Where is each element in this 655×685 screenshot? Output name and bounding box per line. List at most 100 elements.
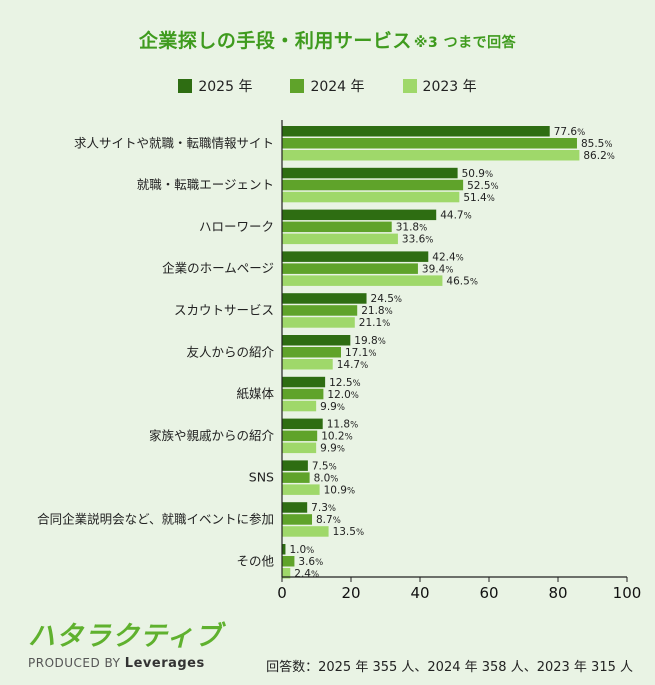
bar-2024 (282, 514, 313, 525)
bar-2023 (282, 275, 443, 286)
x-tick-label: 100 (613, 584, 642, 602)
data-label: 2.4% (294, 568, 319, 580)
bar-2023 (282, 442, 317, 454)
bar-2023 (282, 317, 355, 328)
data-label: 39.4% (422, 263, 453, 275)
x-tick-label: 60 (479, 584, 498, 602)
bar-2023 (282, 400, 317, 412)
bar-2023 (282, 568, 291, 579)
chart-title: 企業探しの手段・利用サービス ※3 つまで回答 (0, 26, 655, 53)
category-label: 友人からの紹介 (186, 344, 274, 359)
legend-label-2025: 2025 年 (198, 79, 253, 95)
logo-tagline: PRODUCED BY Leverages (28, 656, 222, 671)
data-label: 33.6% (402, 234, 433, 246)
data-label: 8.0% (314, 472, 339, 484)
data-label: 7.5% (312, 460, 337, 472)
data-label: 85.5% (581, 138, 612, 150)
bar-2025 (282, 544, 286, 555)
chart-title-text: 企業探しの手段・利用サービス (138, 30, 412, 52)
data-label: 52.5% (467, 180, 498, 192)
data-label: 21.1% (359, 317, 390, 329)
bar-2023 (282, 526, 329, 537)
data-label: 13.5% (333, 526, 364, 538)
category-label: SNS (249, 470, 274, 485)
bar-2024 (282, 263, 418, 274)
category-label: 企業のホームページ (162, 261, 274, 276)
chart-title-note: ※3 つまで回答 (413, 35, 517, 51)
bar-2024 (282, 388, 324, 400)
legend-item-2024: 2024 年 (290, 76, 365, 96)
data-label: 24.5% (371, 293, 402, 305)
bar-2025 (282, 209, 437, 221)
bar-2025 (282, 126, 550, 137)
bar-2024 (282, 556, 295, 567)
data-label: 8.7% (316, 514, 341, 526)
data-label: 11.8% (327, 419, 358, 431)
data-label: 12.0% (327, 389, 358, 401)
data-label: 44.7% (440, 210, 471, 222)
bar-chart: 求人サイトや就職・転職情報サイト 77.6%85.5%86.2% 就職・転職エージェ… (37, 120, 642, 602)
x-tick-label: 0 (277, 584, 287, 602)
data-label: 77.6% (554, 126, 585, 138)
bar-2024 (282, 138, 577, 149)
legend-item-2025: 2025 年 (178, 76, 252, 96)
legend-swatch-2023 (402, 79, 417, 93)
bar-2024 (282, 305, 358, 316)
bar-2023 (282, 191, 460, 203)
category-label: 合同企業説明会など、就職イベントに参加 (37, 511, 274, 526)
legend-swatch-2024 (290, 79, 305, 93)
data-label: 86.2% (583, 150, 614, 162)
category-label: 家族や親戚からの紹介 (149, 428, 275, 443)
logo-produced-by: PRODUCED BY (28, 656, 121, 670)
category-label: 紙媒体 (236, 386, 274, 401)
legend-label-2023: 2023 年 (422, 79, 477, 95)
bar-2023 (282, 233, 398, 245)
legend-label-2024: 2024 年 (310, 79, 365, 95)
bar-2025 (282, 460, 308, 471)
category-label: ハローワーク (199, 219, 274, 234)
response-count: 回答数：2025 年 355 人、2024 年 358 人、2023 年 315… (266, 660, 633, 675)
chart-legend: 2025 年 2024 年 2023 年 (0, 76, 655, 96)
bar-2025 (282, 293, 367, 304)
data-label: 50.9% (462, 168, 493, 180)
data-label: 21.8% (361, 305, 392, 317)
bar-2023 (282, 150, 580, 161)
bar-2025 (282, 167, 458, 179)
data-label: 10.2% (321, 431, 352, 443)
data-label: 12.5% (329, 377, 360, 389)
bar-2024 (282, 430, 318, 442)
x-tick-label: 80 (548, 584, 567, 602)
data-label: 9.9% (320, 443, 345, 455)
data-label: 31.8% (396, 222, 427, 234)
data-label: 42.4% (432, 251, 463, 263)
data-label: 51.4% (463, 192, 494, 204)
bar-2025 (282, 251, 429, 262)
data-label: 14.7% (337, 359, 368, 371)
data-label: 7.3% (311, 502, 336, 514)
bar-2023 (282, 359, 333, 370)
x-tick-label: 20 (341, 584, 360, 602)
x-tick-label: 40 (410, 584, 429, 602)
bar-2024 (282, 179, 464, 191)
data-label: 17.1% (345, 347, 376, 359)
logo: ハタラクティブ PRODUCED BY Leverages (28, 622, 222, 672)
bar-2024 (282, 221, 392, 233)
category-label: その他 (236, 553, 274, 568)
data-label: 46.5% (446, 275, 477, 287)
bar-2025 (282, 376, 326, 388)
data-label: 3.6% (298, 556, 323, 568)
bar-2023 (282, 484, 320, 495)
logo-brand: Leverages (124, 656, 205, 671)
legend-item-2023: 2023 年 (402, 76, 477, 96)
bar-2025 (282, 418, 323, 430)
category-label: 求人サイトや就職・転職情報サイト (74, 135, 274, 150)
bar-2024 (282, 472, 310, 483)
category-label: スカウトサービス (174, 302, 274, 317)
data-label: 9.9% (320, 401, 345, 413)
data-label: 19.8% (354, 335, 385, 347)
bar-2024 (282, 347, 341, 358)
data-label: 1.0% (289, 544, 314, 556)
data-label: 10.9% (324, 484, 355, 496)
bar-2025 (282, 335, 351, 346)
bar-2025 (282, 502, 308, 513)
